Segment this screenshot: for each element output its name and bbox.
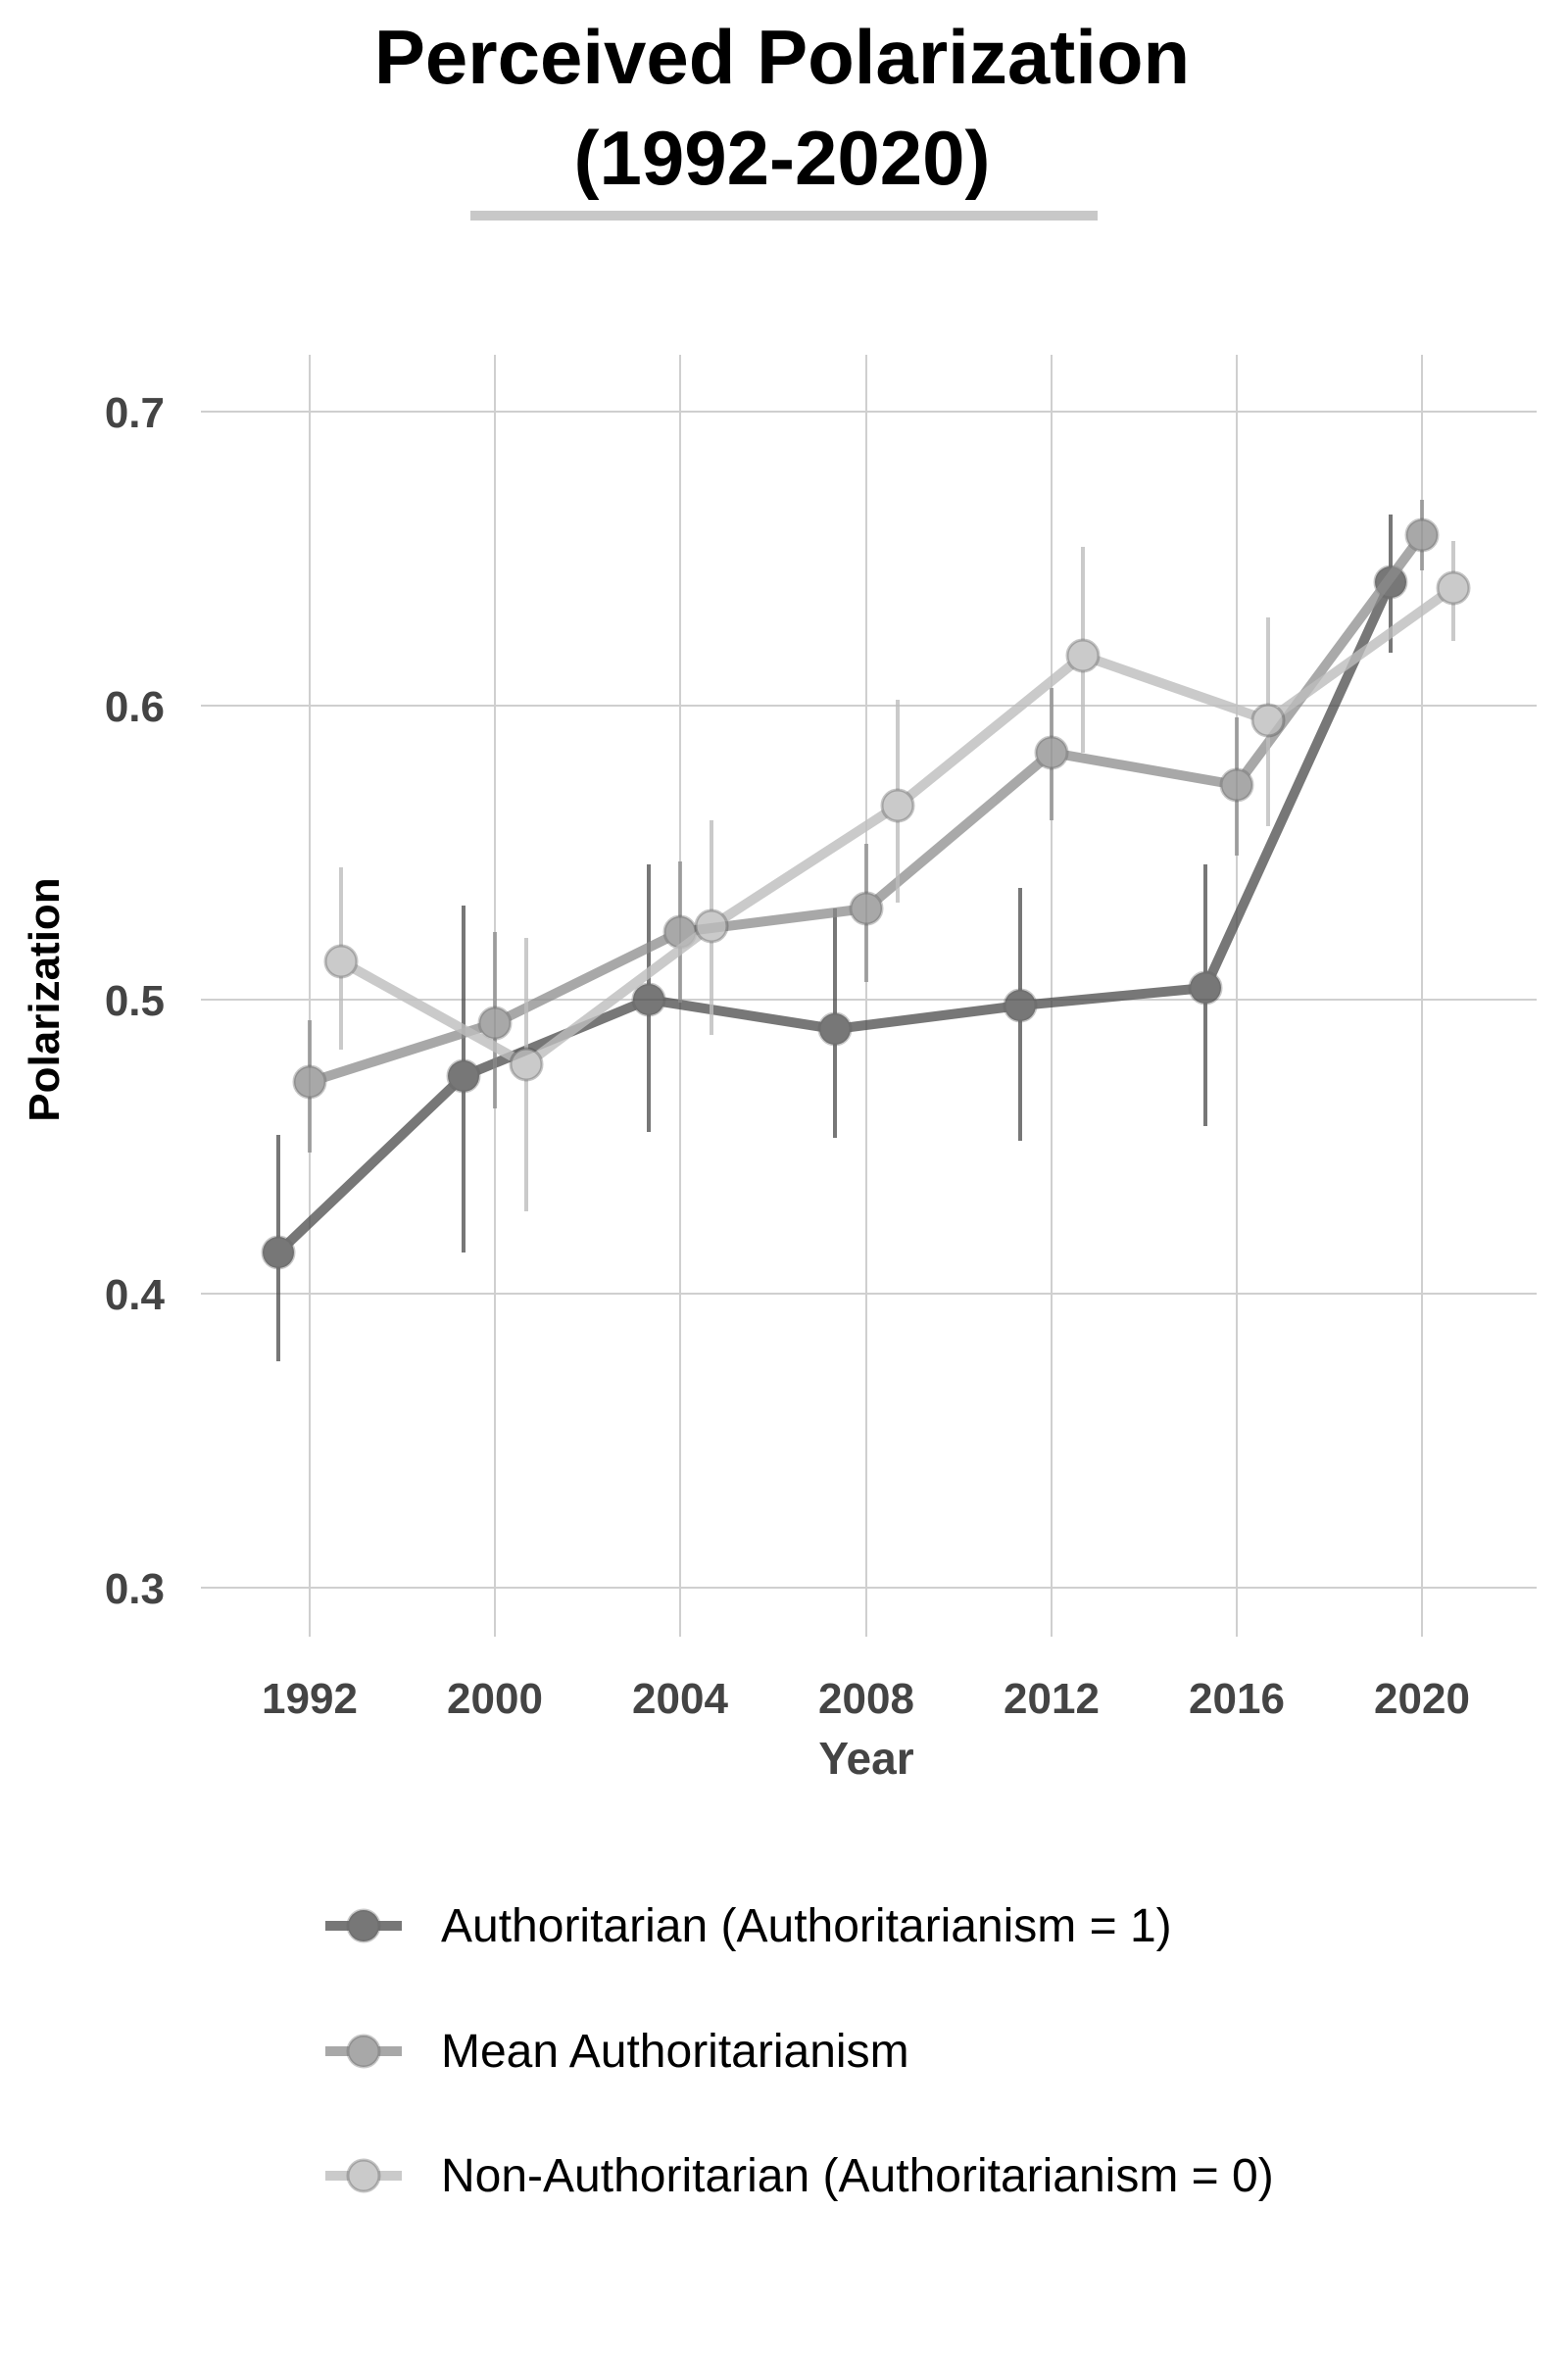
- x-tick-label: 2000: [447, 1675, 543, 1723]
- legend-label: Authoritarian (Authoritarianism = 1): [441, 1900, 1172, 1952]
- x-tick-label: 2016: [1189, 1675, 1285, 1723]
- data-point: [631, 982, 666, 1017]
- legend-item: Authoritarian (Authoritarianism = 1): [325, 1900, 1172, 1952]
- y-tick-label: 0.7: [105, 389, 165, 437]
- data-point: [477, 1006, 513, 1041]
- legend-swatch-marker: [346, 2158, 381, 2193]
- series-group: [261, 500, 1471, 1361]
- data-point: [1003, 988, 1038, 1023]
- data-point: [1188, 970, 1223, 1006]
- data-point: [694, 908, 729, 944]
- data-point: [817, 1011, 853, 1047]
- data-point: [292, 1064, 327, 1100]
- y-axis-label: Polarization: [21, 877, 69, 1121]
- series-2: [292, 500, 1440, 1153]
- data-point: [323, 944, 359, 979]
- data-point: [880, 788, 915, 823]
- y-tick-label: 0.4: [105, 1271, 166, 1319]
- legend-swatch: [325, 2158, 402, 2193]
- data-point: [509, 1047, 544, 1082]
- x-axis-label: Year: [818, 1733, 913, 1784]
- legend-swatch: [325, 1908, 402, 1943]
- data-point: [261, 1235, 296, 1270]
- y-tick-label: 0.5: [105, 977, 165, 1025]
- x-tick-label: 2008: [818, 1675, 914, 1723]
- data-point: [1034, 735, 1069, 770]
- data-point: [1219, 767, 1254, 803]
- x-tick-label: 1992: [262, 1675, 358, 1723]
- y-tick-label: 0.6: [105, 683, 165, 731]
- chart-title-line2: (1992-2020): [574, 115, 991, 201]
- legend-swatch-marker: [346, 2034, 381, 2069]
- title-underline: [470, 211, 1098, 221]
- data-point: [446, 1058, 481, 1094]
- legend-label: Non-Authoritarian (Authoritarianism = 0): [441, 2150, 1274, 2202]
- series-1: [261, 515, 1408, 1361]
- series-3: [323, 541, 1471, 1211]
- data-point: [849, 891, 884, 926]
- x-tick-label: 2012: [1004, 1675, 1100, 1723]
- legend-item: Non-Authoritarian (Authoritarianism = 0): [325, 2150, 1274, 2202]
- x-tick-label: 2020: [1374, 1675, 1470, 1723]
- legend-item: Mean Authoritarianism: [325, 2026, 909, 2078]
- x-tick-label: 2004: [632, 1675, 728, 1723]
- y-tick-label: 0.3: [105, 1565, 165, 1613]
- data-point: [1436, 570, 1471, 606]
- data-point: [1404, 517, 1440, 553]
- data-point: [1250, 703, 1286, 738]
- legend-swatch: [325, 2034, 402, 2069]
- legend: Authoritarian (Authoritarianism = 1) Mean…: [325, 1900, 1274, 2202]
- legend-label: Mean Authoritarianism: [441, 2026, 909, 2078]
- data-point: [1065, 638, 1101, 673]
- chart-title-line1: Perceived Polarization: [374, 14, 1190, 100]
- legend-swatch-marker: [346, 1908, 381, 1943]
